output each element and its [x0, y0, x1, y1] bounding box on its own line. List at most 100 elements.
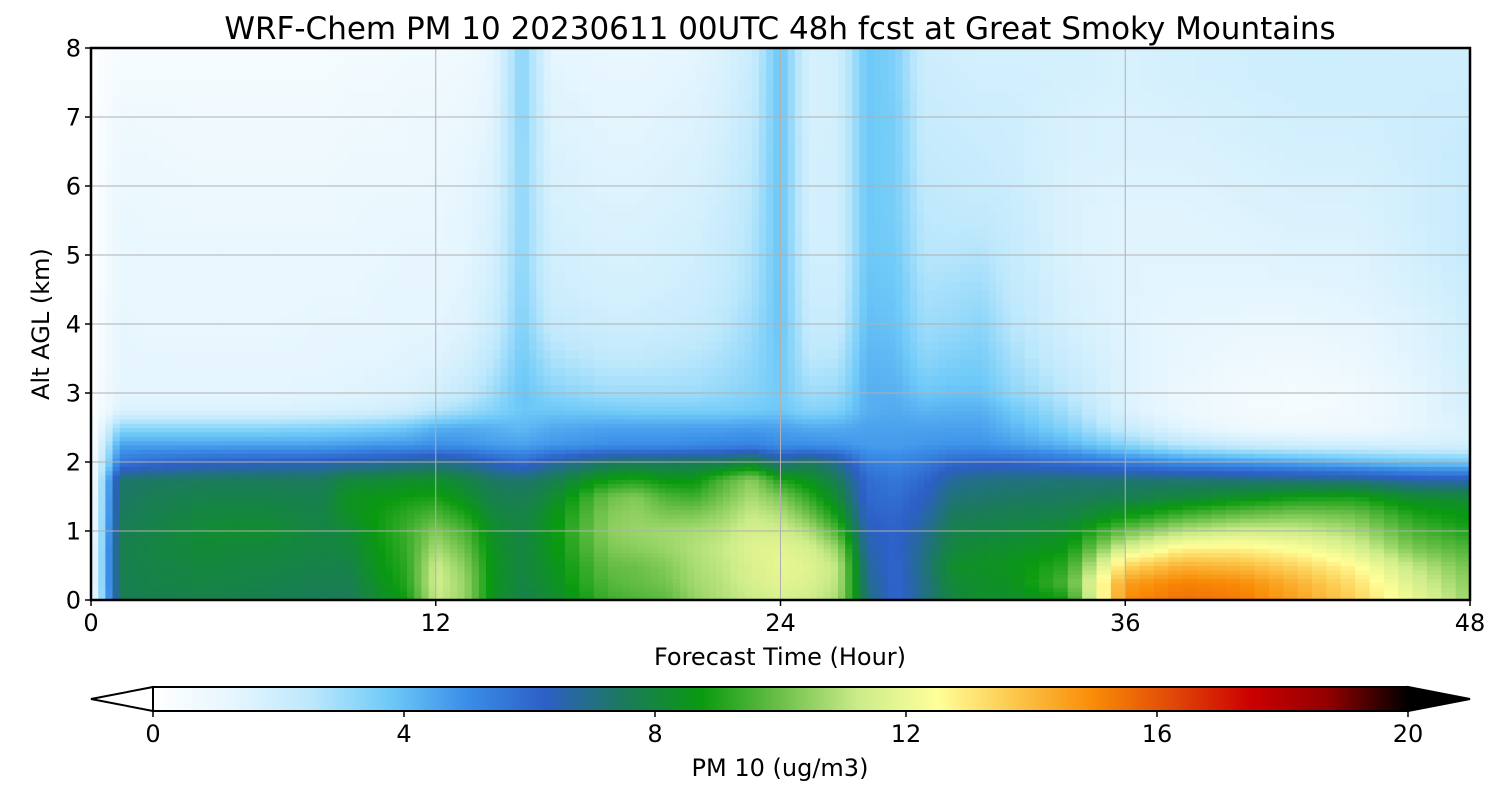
heatmap-cell: [824, 557, 832, 562]
heatmap-cell: [982, 548, 990, 553]
heatmap-cell: [1125, 514, 1140, 519]
heatmap-cell: [1097, 578, 1112, 583]
heatmap-cell: [888, 531, 896, 536]
heatmap-cell: [644, 531, 652, 536]
heatmap-cell: [400, 497, 408, 502]
heatmap-cell: [687, 514, 695, 519]
heatmap-cell: [895, 505, 903, 510]
heatmap-cell: [385, 462, 393, 467]
heatmap-cell: [378, 509, 386, 514]
heatmap-cell: [278, 462, 293, 467]
heatmap-cell: [1269, 544, 1284, 549]
heatmap-cell: [472, 570, 480, 575]
heatmap-cell: [759, 445, 767, 450]
heatmap-cell: [1183, 583, 1198, 588]
heatmap-cell: [651, 535, 659, 540]
heatmap-cell: [1240, 553, 1255, 558]
heatmap-cell: [831, 449, 839, 454]
heatmap-cell: [120, 471, 128, 476]
heatmap-cell: [809, 531, 817, 536]
heatmap-cell: [831, 514, 839, 519]
heatmap-cell: [436, 531, 444, 536]
heatmap-cell: [802, 591, 810, 596]
heatmap-cell: [1312, 479, 1327, 484]
heatmap-cell: [666, 574, 674, 579]
heatmap-cell: [939, 544, 947, 549]
heatmap-cell: [946, 561, 954, 566]
heatmap-cell: [1355, 570, 1370, 575]
heatmap-cell: [335, 475, 343, 480]
heatmap-cell: [364, 578, 372, 583]
heatmap-cell: [357, 557, 365, 562]
heatmap-cell: [1183, 488, 1198, 493]
heatmap-cell: [357, 522, 365, 527]
heatmap-cell: [745, 445, 753, 450]
heatmap-cell: [127, 531, 135, 536]
heatmap-cell: [328, 484, 336, 489]
heatmap-cell: [939, 471, 947, 476]
heatmap-cell: [192, 445, 207, 450]
heatmap-cell: [1111, 591, 1126, 596]
heatmap-cell: [457, 488, 465, 493]
heatmap-cell: [766, 591, 774, 596]
heatmap-cell: [1398, 574, 1413, 579]
heatmap-cell: [177, 587, 192, 592]
heatmap-cell: [766, 540, 774, 545]
heatmap-cell: [464, 492, 472, 497]
heatmap-cell: [1298, 566, 1313, 571]
heatmap-cell: [874, 548, 882, 553]
heatmap-cell: [134, 475, 142, 480]
heatmap-cell: [457, 540, 465, 545]
heatmap-cell: [1298, 479, 1313, 484]
heatmap-cell: [953, 471, 961, 476]
heatmap-cell: [1010, 501, 1025, 506]
heatmap-cell: [113, 557, 121, 562]
heatmap-cell: [306, 514, 321, 519]
heatmap-cell: [745, 561, 753, 566]
heatmap-cell: [1226, 587, 1241, 592]
heatmap-cell: [1154, 531, 1169, 536]
heatmap-cell: [551, 548, 566, 553]
heatmap-cell: [996, 518, 1004, 523]
heatmap-cell: [974, 548, 982, 553]
heatmap-cell: [1097, 553, 1112, 558]
heatmap-cell: [1197, 587, 1212, 592]
heatmap-cell: [788, 471, 796, 476]
heatmap-cell: [939, 583, 947, 588]
heatmap-cell: [1097, 522, 1112, 527]
heatmap-cell: [357, 591, 365, 596]
heatmap-cell: [1082, 522, 1097, 527]
heatmap-cell: [1326, 514, 1341, 519]
heatmap-cell: [795, 488, 803, 493]
heatmap-cell: [615, 484, 623, 489]
heatmap-cell: [263, 535, 278, 540]
heatmap-cell: [457, 553, 465, 558]
heatmap-cell: [565, 509, 580, 514]
heatmap-cell: [105, 475, 113, 480]
heatmap-cell: [500, 522, 508, 527]
heatmap-cell: [551, 522, 566, 527]
heatmap-cell: [766, 561, 774, 566]
heatmap-cell: [105, 535, 113, 540]
heatmap-cell: [177, 462, 192, 467]
heatmap-cell: [637, 509, 645, 514]
heatmap-cell: [1125, 462, 1140, 467]
heatmap-cell: [1025, 475, 1040, 480]
heatmap-cell: [127, 445, 135, 450]
heatmap-cell: [845, 497, 853, 502]
heatmap-cell: [874, 557, 882, 562]
heatmap-cell: [328, 462, 336, 467]
heatmap-cell: [622, 591, 630, 596]
heatmap-cell: [989, 535, 997, 540]
heatmap-cell: [888, 475, 896, 480]
heatmap-cell: [939, 501, 947, 506]
heatmap-cell: [1053, 587, 1068, 592]
heatmap-cell: [658, 553, 666, 558]
heatmap-cell: [888, 540, 896, 545]
heatmap-cell: [98, 570, 106, 575]
heatmap-cell: [400, 535, 408, 540]
heatmap-cell: [637, 561, 645, 566]
heatmap-cell: [673, 501, 681, 506]
heatmap-cell: [752, 548, 760, 553]
heatmap-cell: [666, 570, 674, 575]
